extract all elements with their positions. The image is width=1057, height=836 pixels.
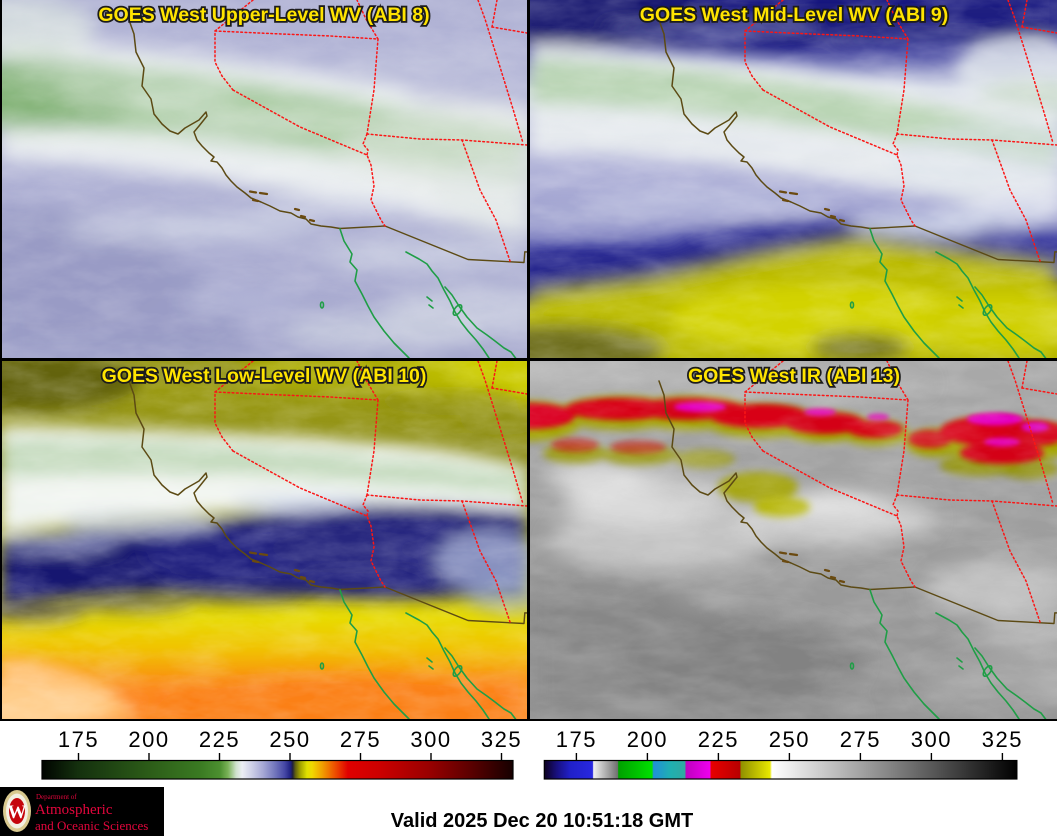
svg-text:175: 175 [58,727,99,752]
svg-text:W: W [8,802,27,823]
svg-text:250: 250 [269,727,310,752]
svg-text:275: 275 [340,727,381,752]
svg-text:275: 275 [840,727,881,752]
svg-text:200: 200 [128,727,169,752]
svg-text:175: 175 [556,727,597,752]
svg-text:300: 300 [911,727,952,752]
svg-text:GOES West Low-Level WV (ABI 10: GOES West Low-Level WV (ABI 10) [102,365,427,387]
svg-text:325: 325 [982,727,1023,752]
svg-text:225: 225 [698,727,739,752]
svg-text:300: 300 [410,727,451,752]
svg-text:200: 200 [627,727,668,752]
svg-text:250: 250 [769,727,810,752]
svg-text:Department of: Department of [36,793,77,801]
svg-text:GOES West IR (ABI 13): GOES West IR (ABI 13) [688,365,900,387]
svg-text:and Oceanic Sciences: and Oceanic Sciences [35,818,148,833]
svg-text:325: 325 [481,727,522,752]
svg-text:GOES West Upper-Level WV (ABI: GOES West Upper-Level WV (ABI 8) [98,4,429,26]
svg-text:Atmospheric: Atmospheric [35,802,113,818]
svg-text:225: 225 [199,727,240,752]
svg-text:GOES West Mid-Level WV (ABI 9): GOES West Mid-Level WV (ABI 9) [640,4,948,26]
